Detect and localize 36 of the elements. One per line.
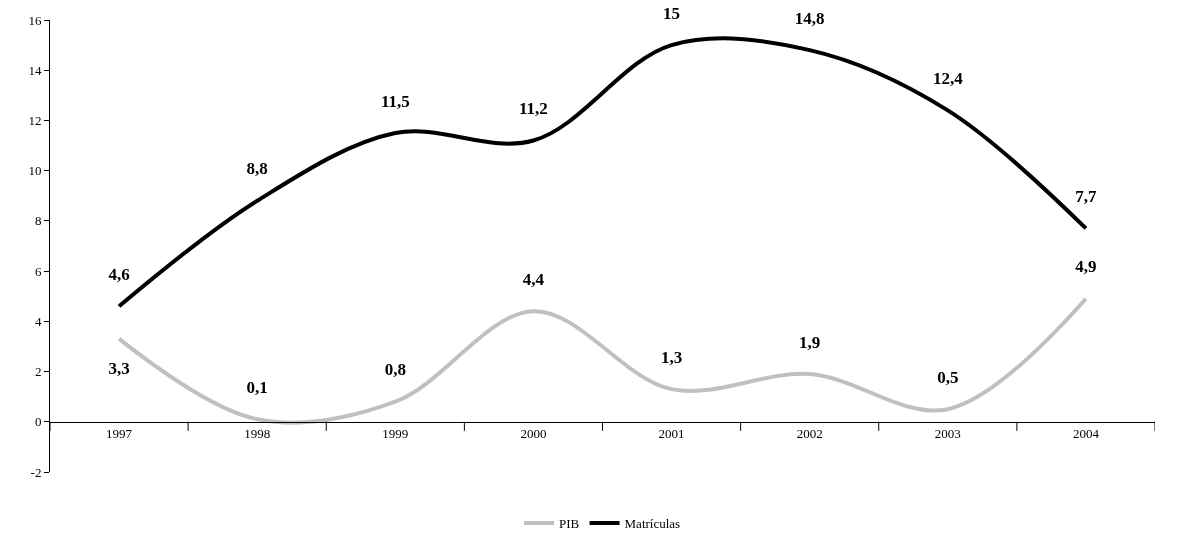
data-label: 11,5	[380, 91, 410, 111]
data-label: 4,6	[108, 264, 130, 284]
data-label: 1,3	[660, 347, 683, 367]
y-tick-label: 16	[28, 12, 42, 28]
y-tick-label: 14	[28, 62, 42, 78]
legend-label: PIB	[559, 516, 580, 532]
data-label: 11,2	[519, 99, 548, 119]
data-label: 14,8	[794, 8, 825, 28]
x-tick-label: 1998	[244, 426, 271, 442]
data-label: 8,8	[246, 159, 268, 179]
data-label: 0,8	[384, 360, 406, 380]
y-tick-label: 0	[34, 414, 42, 430]
x-tick-label: 1997	[106, 426, 133, 442]
y-tick-label: 2	[34, 364, 42, 380]
x-tick-label: 2003	[934, 426, 961, 442]
data-label: 3,3	[108, 358, 130, 378]
x-tick-label: 2000	[520, 426, 547, 442]
y-tick-label: 12	[28, 112, 42, 128]
x-tick-label: 2002	[796, 426, 823, 442]
y-tick-label: 4	[34, 313, 42, 329]
y-tick-label: 6	[34, 263, 42, 279]
data-label: 12,4	[932, 69, 964, 89]
x-tick-label: 1999	[382, 426, 409, 442]
y-tick-label: 8	[34, 213, 42, 229]
data-label: 15	[663, 3, 681, 23]
legend-label: Matrículas	[624, 516, 681, 532]
data-label: 7,7	[1075, 187, 1098, 207]
data-label: 0,1	[246, 377, 268, 397]
data-label: 0,5	[937, 367, 959, 387]
y-tick-label: 10	[28, 163, 42, 179]
data-label: 4,4	[522, 269, 545, 289]
x-tick-label: 2004	[1072, 426, 1100, 442]
x-tick-label: 2001	[658, 426, 685, 442]
y-tick-label: -2	[30, 464, 42, 480]
data-label: 1,9	[799, 332, 821, 352]
data-label: 4,9	[1075, 257, 1097, 277]
